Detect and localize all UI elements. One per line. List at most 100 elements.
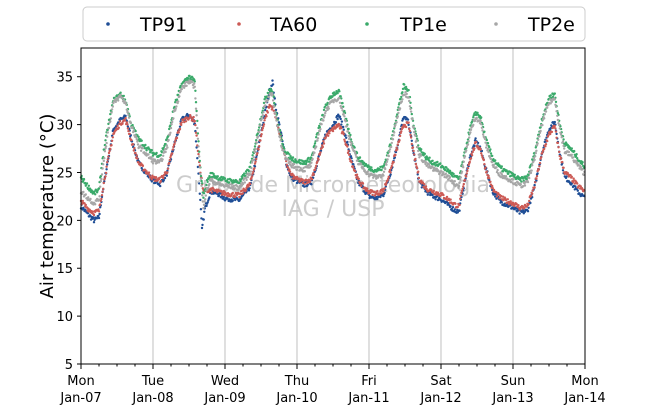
- data-point: [189, 114, 192, 117]
- data-point: [582, 173, 585, 177]
- data-point: [322, 140, 325, 143]
- data-point: [388, 148, 392, 151]
- data-point: [469, 131, 472, 134]
- data-point: [563, 147, 566, 150]
- data-point: [558, 150, 561, 154]
- data-point: [283, 153, 287, 156]
- data-point: [543, 147, 546, 151]
- data-point: [104, 171, 108, 175]
- data-point: [467, 139, 470, 143]
- data-point: [165, 138, 168, 141]
- data-point: [424, 185, 428, 188]
- data-point: [161, 158, 164, 161]
- data-point: [560, 136, 563, 139]
- data-point: [104, 175, 107, 178]
- data-point: [194, 107, 198, 110]
- data-point: [541, 123, 544, 127]
- data-point: [118, 96, 121, 99]
- data-point: [361, 182, 365, 185]
- data-point: [507, 205, 510, 208]
- data-point: [384, 167, 387, 171]
- data-point: [169, 126, 173, 130]
- data-point: [557, 146, 560, 149]
- data-point: [234, 187, 237, 190]
- data-point: [327, 107, 330, 110]
- data-point: [196, 157, 199, 160]
- data-point: [256, 135, 260, 138]
- data-point: [385, 160, 389, 163]
- data-point: [495, 197, 498, 200]
- data-point: [158, 176, 161, 179]
- data-point: [491, 154, 494, 158]
- data-point: [136, 140, 139, 143]
- data-point: [389, 173, 392, 176]
- data-point: [338, 96, 341, 100]
- data-point: [523, 184, 527, 187]
- x-tick-label-weekday: Thu: [284, 374, 309, 389]
- data-point: [198, 192, 201, 195]
- data-point: [155, 151, 158, 155]
- data-point: [562, 166, 565, 169]
- data-point: [465, 149, 468, 152]
- data-point: [339, 95, 342, 98]
- data-point: [261, 116, 264, 120]
- data-point: [175, 136, 179, 140]
- data-point: [534, 181, 537, 184]
- data-point: [100, 195, 104, 199]
- data-point: [127, 113, 130, 117]
- data-point: [445, 195, 449, 199]
- data-point: [105, 168, 108, 171]
- data-point: [174, 109, 177, 112]
- data-point: [343, 109, 346, 113]
- data-point: [553, 98, 556, 101]
- data-point: [162, 154, 165, 157]
- data-point: [277, 130, 281, 134]
- data-point: [494, 195, 497, 198]
- data-point: [265, 115, 268, 118]
- data-point: [250, 175, 254, 178]
- data-point: [431, 193, 434, 197]
- data-point: [479, 148, 482, 151]
- data-point: [286, 166, 290, 169]
- data-point: [259, 124, 262, 127]
- data-point: [510, 180, 513, 184]
- data-point: [342, 125, 345, 129]
- data-point: [141, 164, 145, 168]
- legend-marker: [365, 22, 369, 26]
- data-point: [280, 146, 283, 149]
- data-point: [476, 141, 480, 145]
- data-point: [125, 103, 128, 106]
- data-point: [536, 142, 539, 145]
- data-point: [492, 158, 495, 161]
- data-point: [397, 111, 400, 115]
- data-point: [307, 178, 311, 181]
- data-point: [303, 182, 306, 186]
- data-point: [462, 166, 465, 169]
- data-point: [363, 169, 366, 172]
- data-point: [408, 105, 412, 108]
- data-point: [488, 145, 491, 149]
- data-point: [285, 163, 288, 166]
- data-point: [198, 164, 201, 167]
- data-point: [105, 141, 108, 145]
- data-point: [172, 145, 175, 149]
- data-point: [480, 152, 483, 155]
- data-point: [249, 173, 252, 176]
- data-point: [515, 202, 518, 206]
- data-point: [423, 183, 426, 186]
- data-point: [243, 172, 246, 175]
- x-tick-label-weekday: Wed: [211, 374, 239, 389]
- data-point: [99, 199, 103, 203]
- data-point: [414, 134, 417, 137]
- data-point: [489, 157, 493, 161]
- data-point: [388, 168, 392, 172]
- data-point: [253, 150, 257, 154]
- data-point: [194, 123, 197, 127]
- data-point: [400, 123, 403, 127]
- data-point: [448, 176, 452, 179]
- data-point: [480, 126, 484, 129]
- data-point: [400, 100, 403, 103]
- data-point: [304, 162, 308, 166]
- data-point: [317, 158, 320, 161]
- data-point: [253, 165, 257, 168]
